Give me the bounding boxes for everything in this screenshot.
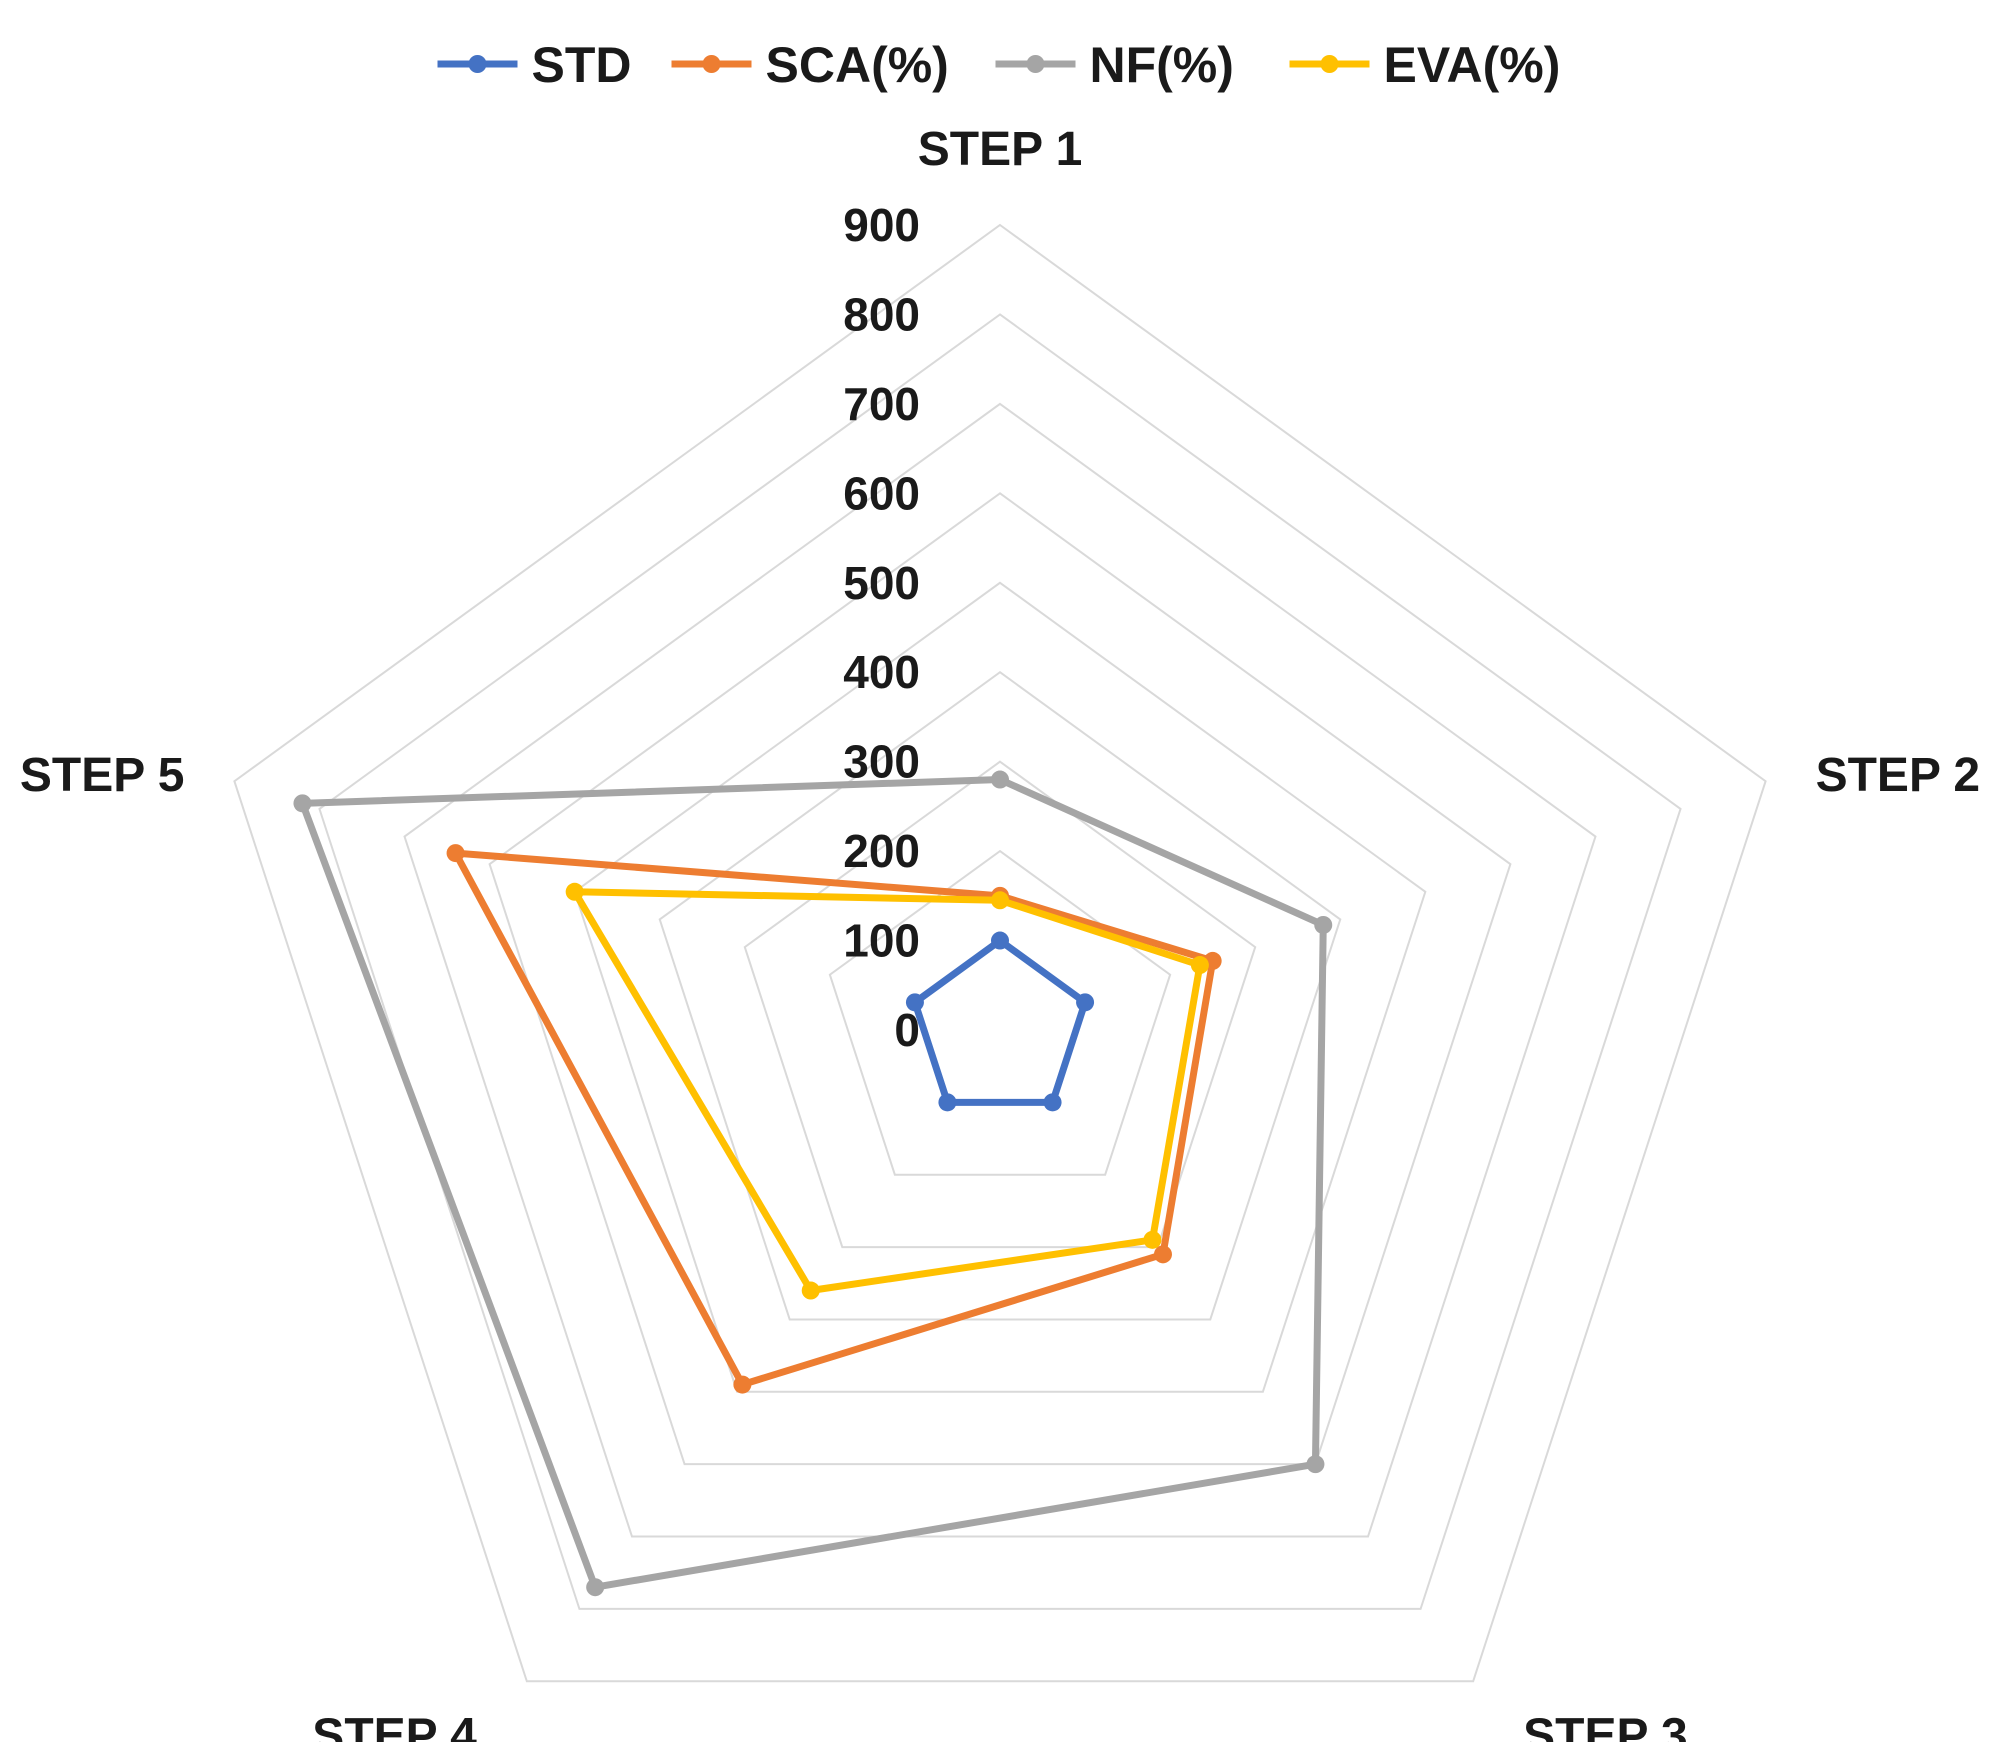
- data-point-std-step-2: [1076, 993, 1095, 1012]
- legend-item-nf: NF(%): [995, 37, 1234, 93]
- legend-item-eva: EVA(%): [1289, 37, 1561, 93]
- series-line-std: [911, 937, 1089, 1106]
- legend: STD SCA(%) NF(%) EVA(%): [437, 37, 1561, 93]
- data-point-eva-step-3: [1143, 1230, 1162, 1249]
- grid-layer: [233, 223, 1767, 1683]
- series-nf: [293, 770, 1333, 1597]
- grid-ring: [233, 223, 1767, 1683]
- legend-swatch-marker: [1320, 55, 1339, 73]
- axis-label-step-3: STEP 3: [1523, 1709, 1688, 1742]
- axis-label-step-4: STEP 4: [312, 1709, 477, 1742]
- series-eva: [565, 882, 1209, 1300]
- data-point-sca-step-5: [446, 844, 465, 863]
- data-point-nf-step-3: [1306, 1455, 1325, 1474]
- data-point-nf-step-1: [991, 770, 1009, 789]
- series-sca: [446, 844, 1222, 1394]
- tick-label: 700: [843, 378, 920, 430]
- legend-label: STD: [532, 37, 632, 93]
- legend-swatch-marker: [1026, 55, 1045, 73]
- data-point-nf-step-5: [293, 794, 312, 813]
- data-point-eva-step-1: [991, 891, 1009, 910]
- data-point-eva-step-4: [801, 1281, 820, 1300]
- data-point-nf-step-4: [586, 1578, 605, 1597]
- legend-item-std: STD: [437, 37, 632, 93]
- data-point-nf-step-2: [1314, 915, 1333, 934]
- axis-label-step-1: STEP 1: [918, 123, 1083, 176]
- grid-ring: [403, 402, 1597, 1538]
- axis-labels: STEP 1 STEP 2 STEP 3 STEP 4 STEP 5: [20, 123, 1981, 1747]
- tick-label: 600: [843, 467, 920, 519]
- data-point-std-step-5: [905, 993, 924, 1012]
- series-line-nf: [298, 776, 1327, 1591]
- data-point-sca-step-3: [1153, 1245, 1172, 1264]
- series-layer: [293, 770, 1333, 1597]
- legend-label: EVA(%): [1384, 37, 1561, 93]
- grid-ring: [828, 849, 1172, 1176]
- legend-label: SCA(%): [766, 37, 949, 93]
- legend-item-sca: SCA(%): [671, 37, 949, 93]
- data-point-std-step-3: [1043, 1093, 1062, 1112]
- series-std: [905, 931, 1095, 1112]
- data-point-sca-step-4: [733, 1375, 752, 1394]
- data-point-std-step-4: [938, 1093, 957, 1112]
- tick-label: 300: [843, 736, 920, 788]
- tick-label: 100: [843, 915, 920, 967]
- axis-label-step-2: STEP 2: [1816, 749, 1981, 802]
- series-line-sca: [452, 849, 1217, 1389]
- grid-ring: [318, 313, 1682, 1610]
- series-line-eva: [571, 888, 1204, 1295]
- tick-label: 500: [843, 557, 920, 609]
- grid-ring: [658, 670, 1342, 1321]
- data-point-std-step-1: [991, 931, 1009, 950]
- legend-swatch-marker: [468, 55, 487, 73]
- axis-label-step-5: STEP 5: [20, 749, 185, 802]
- grid-ring: [743, 760, 1257, 1249]
- tick-label: 900: [843, 199, 920, 251]
- grid-ring: [573, 581, 1427, 1393]
- tick-label: 200: [843, 825, 920, 877]
- data-point-eva-step-2: [1190, 956, 1209, 975]
- tick-label: 800: [843, 288, 920, 340]
- grid-ring: [488, 492, 1512, 1466]
- legend-swatch-marker: [702, 55, 721, 73]
- legend-label: NF(%): [1090, 37, 1234, 93]
- data-point-eva-step-5: [565, 882, 584, 901]
- tick-label: 400: [843, 646, 920, 698]
